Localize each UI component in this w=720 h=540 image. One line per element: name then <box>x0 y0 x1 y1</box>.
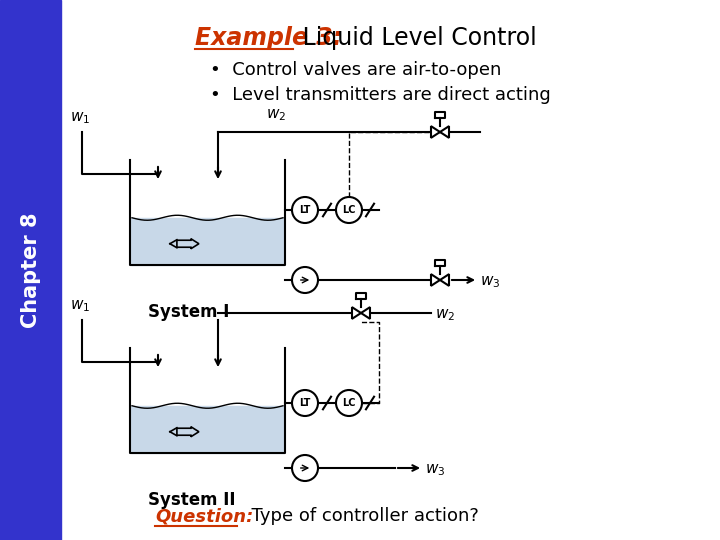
Text: $w_3$: $w_3$ <box>425 462 446 478</box>
Circle shape <box>292 197 318 223</box>
Text: Liquid Level Control: Liquid Level Control <box>295 26 536 50</box>
Circle shape <box>292 455 318 481</box>
Bar <box>0 0 61 540</box>
Polygon shape <box>352 307 361 319</box>
Circle shape <box>292 267 318 293</box>
Polygon shape <box>440 126 449 138</box>
Text: LT: LT <box>300 398 311 408</box>
Bar <box>131 406 284 453</box>
Text: Question:: Question: <box>155 507 253 525</box>
Polygon shape <box>431 126 440 138</box>
Polygon shape <box>431 274 440 286</box>
Text: $w_3$: $w_3$ <box>480 274 500 289</box>
Text: Type of controller action?: Type of controller action? <box>240 507 479 525</box>
Text: $w_1$: $w_1$ <box>70 298 90 314</box>
Circle shape <box>336 390 362 416</box>
Text: Chapter 8: Chapter 8 <box>21 212 40 328</box>
Text: •  Control valves are air-to-open: • Control valves are air-to-open <box>210 61 501 79</box>
Text: LT: LT <box>300 205 311 215</box>
Text: System I: System I <box>148 303 230 321</box>
Text: LC: LC <box>342 398 356 408</box>
Text: •  Level transmitters are direct acting: • Level transmitters are direct acting <box>210 86 551 104</box>
Text: $w_1$: $w_1$ <box>70 110 90 126</box>
Circle shape <box>292 390 318 416</box>
Polygon shape <box>440 274 449 286</box>
Text: $w_2$: $w_2$ <box>266 107 286 123</box>
Text: System II: System II <box>148 491 235 509</box>
Text: Example 3:: Example 3: <box>195 26 342 50</box>
Bar <box>131 218 284 265</box>
Polygon shape <box>361 307 370 319</box>
Circle shape <box>336 197 362 223</box>
Text: $w_2$: $w_2$ <box>435 307 455 323</box>
Text: LC: LC <box>342 205 356 215</box>
